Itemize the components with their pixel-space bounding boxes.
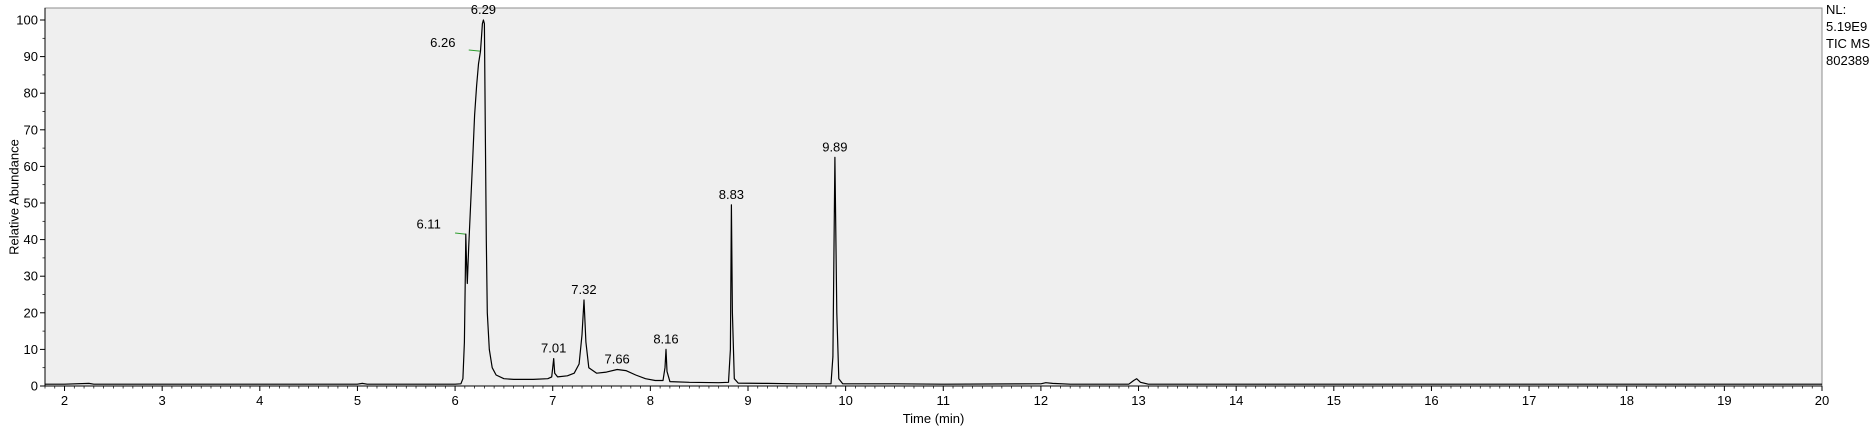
peak-labels: 6.29 6.26 6.11 7.01 7.32 7.66 8.16 8.83 9.89 — [416, 2, 847, 367]
normalization-info-line: 5.19E9 — [1826, 19, 1867, 34]
x-tick-label: 6 — [451, 393, 458, 408]
x-tick-label: 3 — [159, 393, 166, 408]
normalization-info-line: TIC MS — [1826, 36, 1870, 51]
y-tick-label: 20 — [24, 305, 38, 320]
y-tick-label: 60 — [24, 159, 38, 174]
y-tick-label: 80 — [24, 86, 38, 101]
y-tick-label: 30 — [24, 269, 38, 284]
x-tick-label: 4 — [256, 393, 263, 408]
peak-label: 8.16 — [653, 331, 678, 346]
peak-label: 9.89 — [822, 139, 847, 154]
peak-label: 6.26 — [430, 35, 455, 50]
label-leader-lines — [455, 49, 481, 235]
peak-label: 7.01 — [541, 341, 566, 356]
y-tick-label: 90 — [24, 49, 38, 64]
x-tick-label: 15 — [1327, 393, 1341, 408]
normalization-info: NL: 5.19E9 TIC MS 802389 — [1826, 2, 1870, 68]
x-tick-label: 18 — [1619, 393, 1633, 408]
y-tick-label: 40 — [24, 232, 38, 247]
x-tick-label: 17 — [1522, 393, 1536, 408]
y-tick-label: 10 — [24, 342, 38, 357]
x-tick-label: 11 — [937, 393, 951, 408]
y-axis-title: Relative Abundance — [7, 139, 22, 255]
x-tick-label: 5 — [354, 393, 361, 408]
x-axis-title: Time (min) — [903, 411, 965, 426]
tic-trace-line — [45, 19, 1822, 385]
y-tick-label: 100 — [16, 13, 38, 28]
x-tick-label: 20 — [1815, 393, 1829, 408]
normalization-info-line: 802389 — [1826, 53, 1869, 68]
y-tick-label: 70 — [24, 122, 38, 137]
x-axis-ticks: 2 3 4 5 6 7 8 9 10 11 12 13 14 15 16 17 18 19 20 — [44, 385, 1829, 408]
peak-label: 7.32 — [571, 282, 596, 297]
label-leader-line — [468, 49, 481, 52]
x-tick-label: 9 — [744, 393, 751, 408]
x-tick-label: 19 — [1717, 393, 1731, 408]
y-tick-label: 0 — [31, 379, 38, 394]
x-tick-label: 10 — [838, 393, 852, 408]
y-tick-label: 50 — [24, 196, 38, 211]
x-tick-label: 13 — [1131, 393, 1145, 408]
x-tick-label: 8 — [647, 393, 654, 408]
normalization-info-line: NL: — [1826, 2, 1846, 17]
x-tick-label: 16 — [1424, 393, 1438, 408]
x-tick-label: 12 — [1034, 393, 1048, 408]
label-leader-line — [455, 232, 466, 235]
peak-label: 8.83 — [719, 187, 744, 202]
x-tick-label: 14 — [1229, 393, 1243, 408]
x-tick-label: 2 — [61, 393, 68, 408]
peak-label: 6.11 — [416, 216, 440, 231]
y-axis-ticks: 0 10 20 30 40 50 60 70 80 90 100 — [16, 8, 46, 394]
plot-background — [44, 7, 1823, 387]
peak-label: 6.29 — [471, 2, 496, 17]
peak-label: 7.66 — [604, 352, 629, 367]
x-tick-label: 7 — [549, 393, 556, 408]
